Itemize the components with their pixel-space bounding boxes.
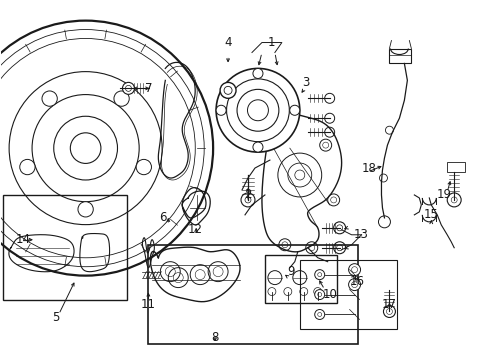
Circle shape (78, 202, 93, 217)
Circle shape (384, 306, 395, 318)
Circle shape (325, 93, 335, 103)
Text: 13: 13 (354, 228, 369, 241)
Text: 1: 1 (268, 36, 276, 49)
Text: 11: 11 (141, 298, 156, 311)
Circle shape (378, 216, 391, 228)
Circle shape (20, 159, 35, 175)
Bar (447, 162, 465, 172)
Circle shape (328, 194, 340, 206)
Circle shape (114, 91, 129, 106)
Circle shape (315, 289, 325, 300)
Text: 18: 18 (362, 162, 377, 175)
Circle shape (306, 242, 318, 254)
Circle shape (136, 159, 151, 175)
Circle shape (293, 271, 307, 285)
Circle shape (290, 105, 300, 115)
Circle shape (325, 127, 335, 137)
Bar (265, 255, 337, 302)
Circle shape (334, 222, 345, 234)
Text: 9: 9 (287, 265, 294, 278)
Circle shape (220, 82, 236, 98)
Text: 16: 16 (350, 275, 365, 288)
Text: 8: 8 (211, 331, 219, 344)
Bar (390, 49, 412, 63)
Text: 14: 14 (15, 233, 30, 246)
Circle shape (315, 310, 325, 319)
Bar (3, 195, 127, 300)
Circle shape (122, 82, 134, 94)
Circle shape (216, 68, 300, 152)
Circle shape (253, 68, 263, 78)
Bar (148, 245, 358, 345)
Circle shape (253, 142, 263, 152)
Bar (300, 260, 397, 329)
Circle shape (447, 193, 461, 207)
Text: 2: 2 (244, 188, 252, 202)
Circle shape (42, 91, 57, 106)
Circle shape (315, 270, 325, 280)
Text: 4: 4 (224, 36, 232, 49)
Text: 10: 10 (322, 288, 337, 301)
Circle shape (319, 139, 332, 151)
Text: 6: 6 (160, 211, 167, 224)
Circle shape (334, 242, 345, 254)
Text: 12: 12 (188, 223, 203, 236)
Circle shape (325, 113, 335, 123)
Text: 3: 3 (302, 76, 310, 89)
Text: 15: 15 (424, 208, 439, 221)
Text: 5: 5 (52, 311, 59, 324)
Circle shape (348, 264, 361, 276)
Circle shape (216, 105, 226, 115)
Text: 7: 7 (145, 82, 152, 95)
Text: 17: 17 (382, 298, 397, 311)
Circle shape (348, 279, 361, 291)
Text: 19: 19 (437, 188, 452, 202)
Circle shape (279, 239, 291, 251)
Circle shape (268, 271, 282, 285)
Circle shape (241, 193, 255, 207)
